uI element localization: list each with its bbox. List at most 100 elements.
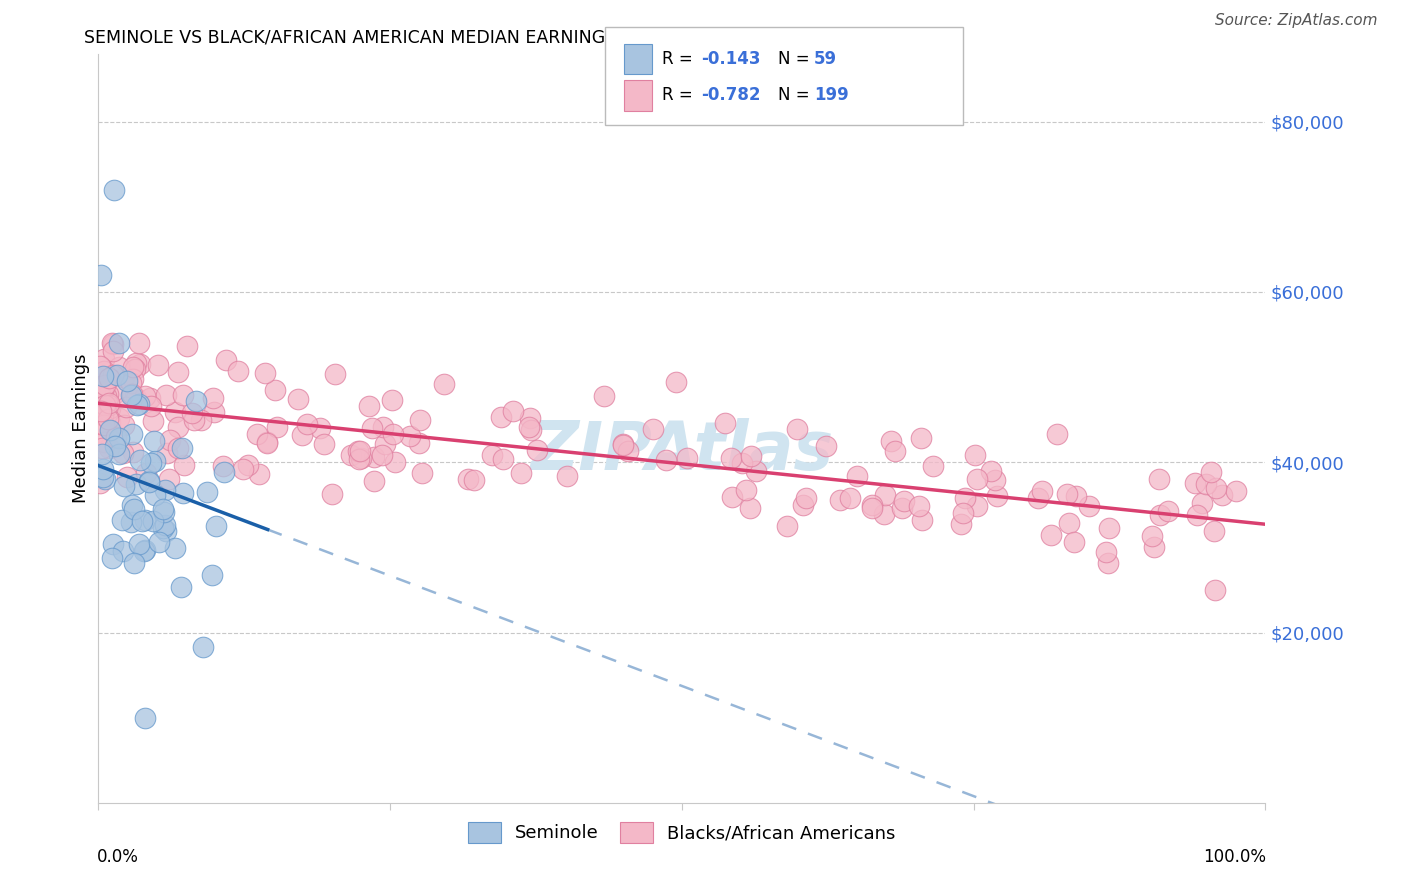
Point [108,336,131,351]
Text: -0.143: -0.143 [702,50,761,68]
Point [129,453,152,467]
Point [111,513,134,527]
Point [617,444,640,458]
Point [98,423,121,437]
Text: N =: N = [778,87,814,104]
Point [232,462,254,476]
Point [115,374,138,388]
Point [1185,508,1208,523]
Point [135,466,157,480]
Point [1204,582,1226,597]
Point [134,543,156,558]
Point [786,422,808,436]
Point [374,437,396,451]
Point [142,514,165,528]
Point [89,407,111,421]
Point [1157,504,1180,518]
Point [94,378,117,392]
Point [122,502,145,516]
Point [91,409,114,423]
Point [950,517,973,532]
Legend: Seminole, Blacks/African Americans: Seminole, Blacks/African Americans [461,814,903,850]
Point [312,436,335,450]
Point [409,413,432,427]
Point [195,485,218,500]
Point [89,359,111,374]
Point [172,388,194,402]
Point [201,568,224,582]
Point [111,445,134,459]
Point [433,377,456,392]
Point [371,419,394,434]
Point [91,441,114,455]
Point [526,442,548,457]
Point [91,434,114,449]
Point [350,451,373,466]
Point [1225,484,1247,499]
Point [1095,545,1118,559]
Point [492,452,515,467]
Point [643,422,665,436]
Point [202,391,225,405]
Point [1097,556,1119,570]
Point [91,462,114,476]
Point [1211,488,1233,502]
Point [830,492,852,507]
Point [98,441,121,455]
Point [139,391,162,405]
Point [202,405,225,419]
Point [720,450,742,465]
Point [170,580,193,594]
Point [256,436,278,450]
Point [93,417,115,432]
Point [153,505,176,519]
Point [1026,491,1049,505]
Point [146,358,169,372]
Point [593,389,616,403]
Point [128,397,150,411]
Point [463,473,485,487]
Point [108,431,131,445]
Point [104,439,127,453]
Point [1056,487,1078,501]
Point [180,406,202,420]
Text: 100.0%: 100.0% [1204,847,1267,866]
Point [155,388,177,402]
Point [792,498,814,512]
Point [124,362,146,376]
Point [713,416,735,430]
Point [238,458,260,472]
Point [740,450,762,464]
Point [167,441,190,455]
Point [340,448,363,462]
Point [735,483,758,497]
Point [112,369,135,384]
Point [186,394,208,409]
Point [457,472,479,486]
Point [1039,528,1062,542]
Point [120,388,142,402]
Point [91,368,114,383]
Point [89,476,111,491]
Point [156,445,179,459]
Point [101,344,124,359]
Point [986,489,1008,503]
Point [101,537,124,551]
Point [134,389,156,403]
Point [664,375,686,389]
Point [980,465,1002,479]
Point [1204,524,1226,538]
Point [363,450,385,465]
Text: 0.0%: 0.0% [97,847,139,866]
Point [98,401,121,416]
Point [159,433,181,447]
Point [215,352,238,367]
Point [266,419,288,434]
Point [125,477,148,491]
Point [128,537,150,551]
Point [363,475,385,489]
Point [138,474,160,488]
Point [163,541,186,555]
Point [121,372,143,386]
Point [1191,496,1213,510]
